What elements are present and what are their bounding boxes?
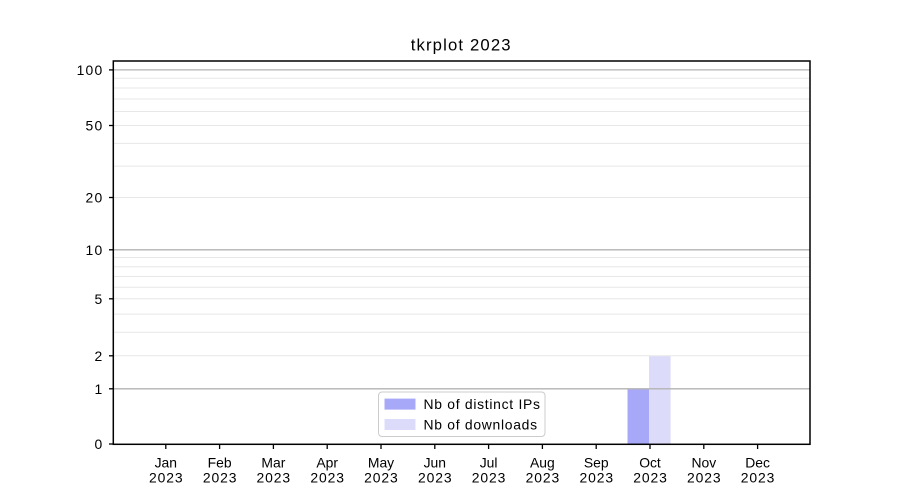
svg-text:10: 10: [86, 242, 104, 258]
svg-text:Nb of downloads: Nb of downloads: [424, 417, 538, 433]
svg-text:Apr: Apr: [316, 454, 338, 470]
svg-text:Oct: Oct: [639, 454, 661, 470]
svg-text:2: 2: [94, 348, 103, 364]
svg-text:2023: 2023: [579, 469, 614, 485]
svg-text:50: 50: [86, 118, 104, 134]
svg-text:2023: 2023: [418, 469, 453, 485]
svg-text:Jan: Jan: [155, 454, 177, 470]
svg-text:2023: 2023: [741, 469, 776, 485]
svg-text:2023: 2023: [310, 469, 345, 485]
svg-text:May: May: [368, 454, 394, 470]
svg-text:2023: 2023: [203, 469, 238, 485]
svg-text:2023: 2023: [149, 469, 184, 485]
svg-text:Sep: Sep: [584, 454, 609, 470]
svg-text:100: 100: [77, 62, 104, 78]
svg-text:Feb: Feb: [208, 454, 232, 470]
svg-text:0: 0: [94, 436, 103, 452]
svg-text:Nb of distinct IPs: Nb of distinct IPs: [424, 396, 541, 412]
svg-text:2023: 2023: [633, 469, 668, 485]
svg-text:Aug: Aug: [530, 454, 555, 470]
svg-text:2023: 2023: [364, 469, 399, 485]
svg-text:tkrplot 2023: tkrplot 2023: [411, 36, 512, 55]
svg-text:Jun: Jun: [424, 454, 446, 470]
svg-text:20: 20: [86, 190, 104, 206]
svg-text:2023: 2023: [687, 469, 722, 485]
svg-text:Mar: Mar: [261, 454, 285, 470]
svg-text:5: 5: [94, 291, 103, 307]
svg-text:Nov: Nov: [691, 454, 716, 470]
svg-text:2023: 2023: [472, 469, 507, 485]
svg-text:2023: 2023: [257, 469, 292, 485]
svg-text:Dec: Dec: [745, 454, 770, 470]
svg-text:2023: 2023: [526, 469, 561, 485]
svg-text:1: 1: [94, 381, 103, 397]
svg-text:Jul: Jul: [480, 454, 498, 470]
